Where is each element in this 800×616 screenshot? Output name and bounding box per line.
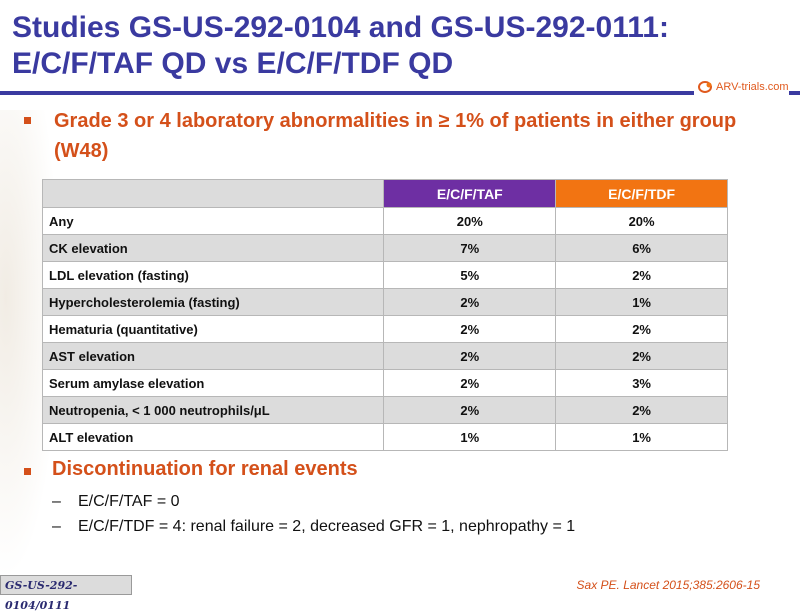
bullet-renal-discontinuation: Discontinuation for renal events: [24, 458, 358, 481]
tdf-value: 20%: [555, 207, 728, 235]
row-label: Hypercholesterolemia (fasting): [41, 288, 385, 316]
logo-icon: [698, 81, 712, 93]
tdf-value: 2%: [555, 396, 728, 424]
bullet-text: Grade 3 or 4 laboratory abnormalities in…: [54, 110, 737, 162]
dash-icon: –: [52, 518, 61, 535]
taf-value: 2%: [383, 315, 557, 343]
table-row: Hypercholesterolemia (fasting) 2% 1%: [41, 288, 728, 316]
bullet-text: Discontinuation for renal events: [52, 458, 358, 480]
row-label: ALT elevation: [41, 423, 385, 451]
table-row: Hematuria (quantitative) 2% 2%: [41, 315, 728, 343]
tdf-value: 2%: [555, 342, 728, 370]
lab-abnormalities-table: E/C/F/TAF E/C/F/TDF Any 20% 20% CK elevatio…: [41, 179, 728, 451]
bullet-square-icon: [24, 468, 31, 475]
table-header-row: E/C/F/TAF E/C/F/TDF: [41, 179, 728, 208]
taf-value: 5%: [383, 261, 557, 289]
subitem-taf: – E/C/F/TAF = 0: [52, 493, 180, 511]
table-row: AST elevation 2% 2%: [41, 342, 728, 370]
taf-value: 2%: [383, 369, 557, 397]
tdf-value: 1%: [555, 288, 728, 316]
table-row: LDL elevation (fasting) 5% 2%: [41, 261, 728, 289]
row-label: Neutropenia, < 1 000 neutrophils/μL: [41, 396, 385, 424]
subitem-text: E/C/F/TDF = 4: renal failure = 2, decrea…: [78, 518, 576, 535]
logo-text: ARV-trials.com: [716, 81, 789, 93]
taf-value: 2%: [383, 342, 557, 370]
header-tdf: E/C/F/TDF: [555, 179, 728, 208]
tdf-value: 1%: [555, 423, 728, 451]
row-label: Serum amylase elevation: [41, 369, 385, 397]
row-label: LDL elevation (fasting): [41, 261, 385, 289]
header-blank: [41, 179, 385, 208]
title-divider: [0, 91, 800, 95]
table-row: CK elevation 7% 6%: [41, 234, 728, 262]
tdf-value: 3%: [555, 369, 728, 397]
taf-value: 2%: [383, 396, 557, 424]
taf-value: 2%: [383, 288, 557, 316]
title-line-2: E/C/F/TAF QD vs E/C/F/TDF QD: [12, 47, 454, 80]
taf-value: 1%: [383, 423, 557, 451]
tdf-value: 6%: [555, 234, 728, 262]
row-label: Any: [41, 207, 385, 235]
table-row: ALT elevation 1% 1%: [41, 423, 728, 451]
taf-value: 7%: [383, 234, 557, 262]
table-row: Neutropenia, < 1 000 neutrophils/μL 2% 2%: [41, 396, 728, 424]
dash-icon: –: [52, 493, 61, 510]
study-tag: GS-US-292-0104/0111: [0, 575, 132, 612]
taf-value: 20%: [383, 207, 557, 235]
slide-title: Studies GS-US-292-0104 and GS-US-292-011…: [12, 10, 712, 82]
bullet-square-icon: [24, 117, 31, 124]
header-taf: E/C/F/TAF: [383, 179, 557, 208]
arv-trials-logo: ARV-trials.com: [694, 79, 789, 95]
citation: Sax PE. Lancet 2015;385:2606-15: [576, 578, 760, 592]
table-row: Serum amylase elevation 2% 3%: [41, 369, 728, 397]
subitem-text: E/C/F/TAF = 0: [78, 493, 180, 510]
tdf-value: 2%: [555, 261, 728, 289]
row-label: CK elevation: [41, 234, 385, 262]
tdf-value: 2%: [555, 315, 728, 343]
bullet-lab-abnormalities: Grade 3 or 4 laboratory abnormalities in…: [24, 106, 784, 166]
row-label: AST elevation: [41, 342, 385, 370]
row-label: Hematuria (quantitative): [41, 315, 385, 343]
table-row: Any 20% 20%: [41, 207, 728, 235]
title-line-1: Studies GS-US-292-0104 and GS-US-292-011…: [12, 11, 669, 44]
subitem-tdf: – E/C/F/TDF = 4: renal failure = 2, decre…: [52, 518, 575, 536]
